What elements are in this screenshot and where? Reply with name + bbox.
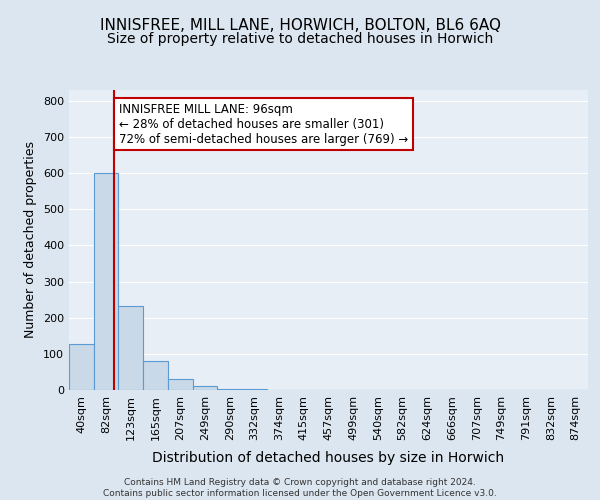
Bar xyxy=(193,386,217,390)
Text: Contains HM Land Registry data © Crown copyright and database right 2024.
Contai: Contains HM Land Registry data © Crown c… xyxy=(103,478,497,498)
Bar xyxy=(94,173,118,390)
Bar xyxy=(143,361,168,390)
Bar xyxy=(217,388,242,390)
Text: Size of property relative to detached houses in Horwich: Size of property relative to detached ho… xyxy=(107,32,493,46)
Bar xyxy=(168,379,193,390)
Text: INNISFREE MILL LANE: 96sqm
← 28% of detached houses are smaller (301)
72% of sem: INNISFREE MILL LANE: 96sqm ← 28% of deta… xyxy=(119,102,408,146)
Bar xyxy=(118,306,143,390)
X-axis label: Distribution of detached houses by size in Horwich: Distribution of detached houses by size … xyxy=(152,451,505,465)
Bar xyxy=(69,344,94,390)
Text: INNISFREE, MILL LANE, HORWICH, BOLTON, BL6 6AQ: INNISFREE, MILL LANE, HORWICH, BOLTON, B… xyxy=(100,18,500,32)
Y-axis label: Number of detached properties: Number of detached properties xyxy=(25,142,37,338)
